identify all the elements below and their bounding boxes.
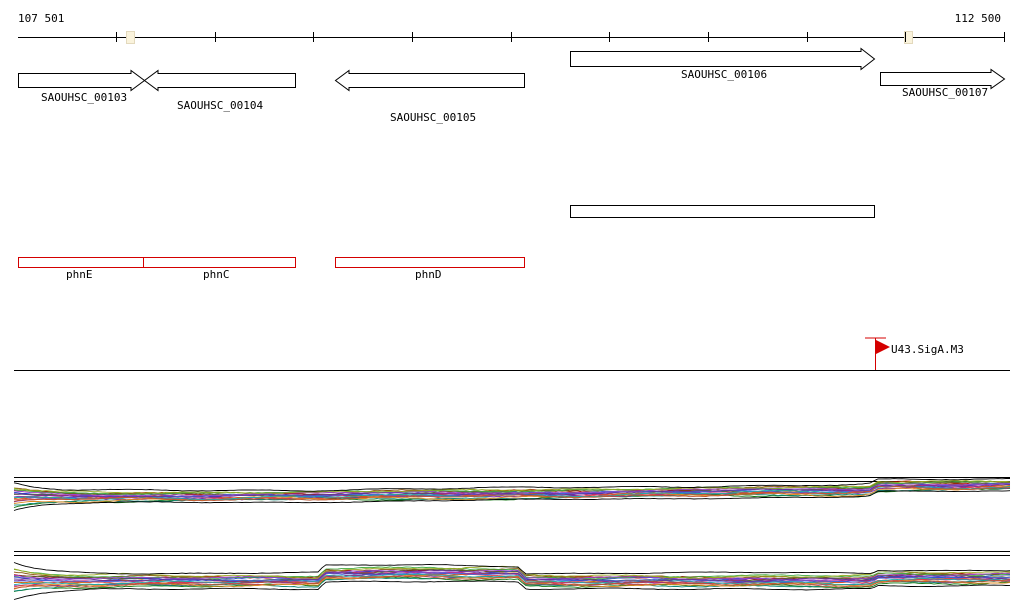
expression-trace <box>13 569 1011 583</box>
expression-trace <box>13 562 1011 575</box>
expression-trace <box>13 566 1011 580</box>
gene-arrow-SAOUHSC_00105[interactable] <box>334 69 525 92</box>
ruler-tick <box>511 32 512 42</box>
expression-trace <box>13 572 1011 583</box>
gene-arrow-shape <box>334 69 525 92</box>
expression-trace <box>13 573 1011 586</box>
ruler-tick <box>412 32 413 42</box>
expression-trace <box>13 480 1011 496</box>
expression-trace <box>13 484 1011 499</box>
expression-trace <box>13 485 1010 500</box>
expression-trace <box>13 478 1010 492</box>
ruler-highlight[interactable] <box>126 31 135 44</box>
expression-trace <box>13 576 1011 592</box>
expression-trace <box>13 568 1011 580</box>
gene-label: SAOUHSC_00107 <box>902 86 989 99</box>
expression-trace <box>13 565 1011 579</box>
expression-trace <box>13 575 1011 589</box>
expression-trace <box>13 485 1011 504</box>
red-feature-label: phnE <box>66 268 93 281</box>
gene-arrow-SAOUHSC_00106[interactable] <box>570 47 876 71</box>
gene-arrow-SAOUHSC_00103[interactable] <box>18 69 146 92</box>
red-feature-label: phnC <box>203 268 230 281</box>
expression-trace <box>13 482 1011 499</box>
expression-trace <box>13 580 1011 600</box>
expression-trace <box>14 481 1011 497</box>
sigma-factor-marker[interactable] <box>857 332 927 374</box>
gene-label: SAOUHSC_00105 <box>390 111 477 124</box>
gene-arrow-shape <box>143 69 296 92</box>
expression-trace <box>13 572 1011 585</box>
expression-trace <box>13 571 1011 584</box>
ruler-tick <box>708 32 709 42</box>
gene-label: SAOUHSC_00106 <box>681 68 768 81</box>
expression-trace <box>13 484 1011 500</box>
separator-line <box>14 370 1010 371</box>
ruler-tick <box>905 32 906 42</box>
ruler-end-label: 112 500 <box>954 12 1001 25</box>
expression-trace <box>13 569 1011 580</box>
marker-label: U43.SigA.M3 <box>891 343 964 356</box>
expression-trace <box>13 574 1011 590</box>
red-feature-phnE[interactable] <box>18 257 144 268</box>
gene-arrow-shape <box>880 68 1006 90</box>
ruler-tick <box>116 32 117 42</box>
ruler-tick <box>609 32 610 42</box>
expression-trace <box>13 481 1010 497</box>
expression-trace <box>13 573 1010 588</box>
gene-arrow-shape <box>18 69 146 92</box>
expression-trace <box>13 483 1011 497</box>
expression-trace <box>13 487 1010 506</box>
ruler-tick <box>807 32 808 42</box>
ruler-start-label: 107 501 <box>18 12 65 25</box>
ruler-tick <box>215 32 216 42</box>
gene-label: SAOUHSC_00104 <box>177 99 264 112</box>
expression-trace <box>13 487 1011 509</box>
flag-icon <box>876 340 890 354</box>
expression-trace <box>13 490 1011 511</box>
expression-trace <box>14 568 1011 582</box>
ruler-highlight[interactable] <box>904 31 913 44</box>
expression-trace <box>13 575 1011 592</box>
gene-label: SAOUHSC_00103 <box>41 91 128 104</box>
expression-trace <box>13 484 1011 498</box>
expression-trace <box>13 486 1011 503</box>
expression-trace <box>13 570 1011 583</box>
red-feature-phnD[interactable] <box>335 257 525 268</box>
expression-trace <box>13 485 1011 501</box>
gene-arrow-SAOUHSC_00107[interactable] <box>880 68 1006 90</box>
gene-arrow-shape <box>570 47 876 71</box>
orf-box[interactable] <box>570 205 875 218</box>
expression-trace <box>13 482 1011 498</box>
red-feature-label: phnD <box>415 268 442 281</box>
expression-trace <box>13 481 1011 495</box>
expression-trace <box>13 569 1011 581</box>
gene-arrow-SAOUHSC_00104[interactable] <box>143 69 296 92</box>
ruler-tick <box>1004 32 1005 42</box>
expression-trace <box>13 573 1010 587</box>
expression-trace <box>13 485 1011 502</box>
red-feature-phnC[interactable] <box>143 257 296 268</box>
ruler-tick <box>313 32 314 42</box>
expression-trace <box>13 480 1011 494</box>
